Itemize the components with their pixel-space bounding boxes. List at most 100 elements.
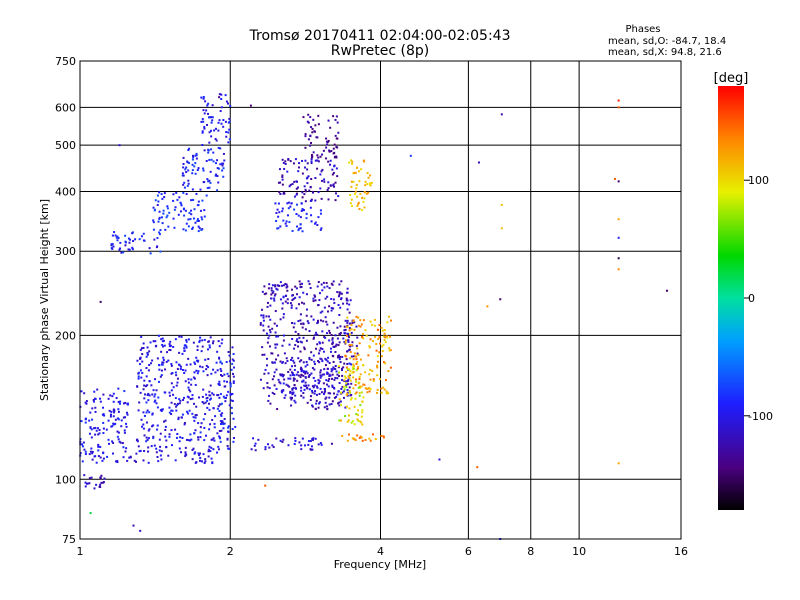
- data-point: [336, 356, 339, 359]
- data-point: [301, 191, 304, 194]
- data-point: [162, 212, 165, 215]
- data-point: [147, 437, 150, 440]
- data-point: [218, 119, 221, 122]
- data-point: [178, 364, 181, 367]
- data-point: [118, 440, 121, 443]
- data-point: [277, 354, 280, 357]
- data-point: [381, 350, 384, 353]
- data-point: [368, 345, 371, 348]
- data-point: [339, 355, 342, 358]
- data-point: [129, 238, 132, 241]
- data-point: [386, 321, 389, 324]
- data-point: [314, 390, 317, 393]
- data-point: [338, 404, 341, 407]
- data-point: [172, 217, 175, 220]
- data-point: [199, 459, 202, 462]
- data-point: [299, 227, 302, 230]
- data-point: [282, 382, 285, 385]
- data-point: [330, 297, 333, 300]
- data-point: [264, 448, 267, 451]
- data-point: [351, 437, 354, 440]
- data-point: [217, 445, 220, 448]
- data-point: [125, 411, 128, 414]
- data-point: [124, 416, 127, 419]
- data-point: [97, 445, 100, 448]
- data-point: [198, 227, 201, 230]
- data-point: [309, 116, 312, 119]
- data-point: [332, 147, 335, 150]
- data-point: [201, 143, 204, 146]
- data-point: [208, 390, 211, 393]
- data-point: [358, 386, 361, 389]
- data-point: [281, 307, 284, 310]
- data-point: [266, 301, 269, 304]
- data-point: [334, 181, 337, 184]
- data-point: [187, 381, 190, 384]
- data-point: [102, 421, 105, 424]
- data-point: [335, 192, 338, 195]
- data-point: [173, 208, 176, 211]
- data-point: [219, 393, 222, 396]
- data-point: [148, 364, 151, 367]
- data-point: [369, 320, 372, 323]
- data-point: [140, 235, 143, 238]
- data-point: [117, 438, 120, 441]
- data-point: [268, 394, 271, 397]
- data-point: [212, 368, 215, 371]
- data-point: [309, 398, 312, 401]
- data-point: [191, 394, 194, 397]
- data-point: [317, 216, 320, 219]
- data-point: [189, 390, 192, 393]
- data-point: [201, 218, 204, 221]
- data-point: [305, 339, 308, 342]
- data-point: [389, 366, 392, 369]
- data-point: [333, 378, 336, 381]
- data-point: [82, 445, 85, 448]
- data-point: [166, 205, 169, 208]
- data-point: [329, 392, 332, 395]
- data-point: [158, 438, 161, 441]
- data-point: [228, 360, 231, 363]
- data-point: [332, 321, 335, 324]
- data-point: [329, 159, 332, 162]
- data-point: [300, 373, 303, 376]
- data-point: [211, 116, 214, 119]
- data-point: [203, 127, 206, 130]
- data-point: [322, 382, 325, 385]
- data-point: [266, 341, 269, 344]
- data-point: [262, 316, 265, 319]
- data-point: [308, 373, 311, 376]
- data-point: [113, 231, 116, 234]
- data-point: [108, 442, 111, 445]
- data-point: [298, 336, 301, 339]
- data-point: [218, 93, 221, 96]
- data-point: [231, 346, 234, 349]
- data-point: [174, 459, 177, 462]
- data-point: [160, 409, 163, 412]
- data-point: [333, 185, 336, 188]
- data-point: [304, 159, 307, 162]
- data-point: [177, 416, 180, 419]
- data-point: [168, 348, 171, 351]
- data-point: [326, 367, 329, 370]
- data-point: [224, 385, 227, 388]
- data-point: [90, 428, 93, 431]
- data-point: [187, 378, 190, 381]
- data-point: [299, 286, 302, 289]
- data-point: [353, 405, 356, 408]
- data-point: [207, 448, 210, 451]
- data-point: [187, 182, 190, 185]
- data-point: [208, 131, 211, 134]
- data-point: [314, 199, 317, 202]
- data-point: [279, 373, 282, 376]
- data-point: [231, 412, 234, 415]
- data-point: [157, 220, 160, 223]
- data-point: [211, 342, 214, 345]
- data-point: [343, 329, 346, 332]
- data-point: [345, 358, 348, 361]
- data-point: [202, 169, 205, 172]
- data-point: [364, 184, 367, 187]
- data-point: [323, 180, 326, 183]
- data-point: [314, 159, 317, 162]
